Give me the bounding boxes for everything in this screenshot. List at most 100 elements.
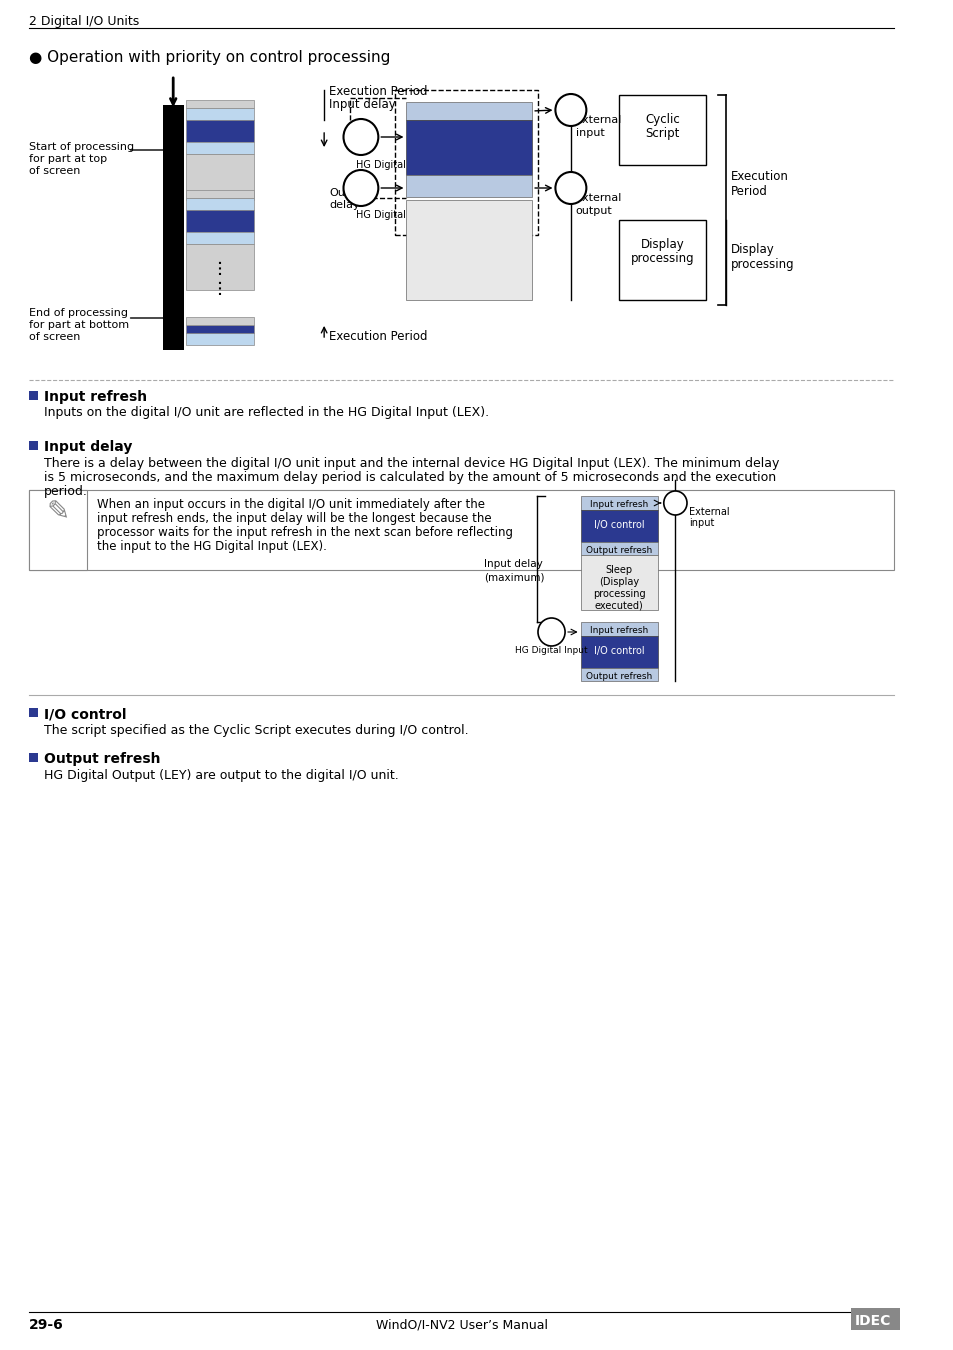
Text: When an input occurs in the digital I/O unit immediately after the: When an input occurs in the digital I/O … bbox=[96, 498, 484, 512]
Text: LEY: LEY bbox=[352, 184, 370, 194]
Text: Input refresh: Input refresh bbox=[590, 626, 648, 634]
Bar bbox=[406, 120, 532, 176]
Text: processing: processing bbox=[730, 258, 793, 271]
Bar bbox=[186, 333, 253, 346]
Text: Execution Period: Execution Period bbox=[329, 85, 427, 99]
Text: Output refresh: Output refresh bbox=[44, 752, 160, 765]
Text: There is a delay between the digital I/O unit input and the internal device HG D: There is a delay between the digital I/O… bbox=[44, 458, 778, 470]
Bar bbox=[186, 120, 253, 142]
Bar bbox=[580, 541, 658, 555]
Bar bbox=[186, 325, 253, 333]
Text: Inputs on the digital I/O unit are reflected in the HG Digital Input (LEX).: Inputs on the digital I/O unit are refle… bbox=[44, 406, 488, 418]
Text: processing: processing bbox=[593, 589, 645, 599]
Circle shape bbox=[555, 95, 586, 126]
Text: Script: Script bbox=[645, 127, 679, 140]
Bar bbox=[186, 190, 253, 198]
Text: HG Digital Output (LEY) are output to the digital I/O unit.: HG Digital Output (LEY) are output to th… bbox=[44, 769, 397, 782]
Bar bbox=[186, 198, 253, 211]
Text: executed): executed) bbox=[595, 601, 643, 612]
Circle shape bbox=[343, 119, 378, 155]
Bar bbox=[406, 176, 532, 197]
Text: for part at bottom: for part at bottom bbox=[29, 320, 129, 329]
Text: Execution: Execution bbox=[730, 170, 787, 184]
Text: IDEC: IDEC bbox=[854, 1314, 890, 1328]
Bar bbox=[29, 707, 38, 717]
Bar bbox=[406, 103, 532, 120]
Circle shape bbox=[663, 491, 686, 514]
Text: External: External bbox=[575, 115, 621, 126]
Bar bbox=[186, 232, 253, 244]
Text: of screen: of screen bbox=[29, 166, 80, 176]
Bar bbox=[618, 220, 705, 300]
Text: processor waits for the input refresh in the next scan before reflecting: processor waits for the input refresh in… bbox=[96, 526, 512, 539]
Text: I/O control: I/O control bbox=[594, 520, 644, 531]
Text: Input delay: Input delay bbox=[483, 559, 542, 568]
Text: Start of processing: Start of processing bbox=[29, 142, 134, 153]
Text: delay: delay bbox=[329, 200, 359, 211]
Bar bbox=[29, 490, 87, 570]
Bar bbox=[186, 154, 253, 200]
Bar bbox=[162, 105, 184, 350]
Bar bbox=[186, 100, 253, 108]
Text: Input refresh: Input refresh bbox=[436, 107, 502, 117]
Text: Input refresh: Input refresh bbox=[44, 390, 147, 404]
Bar bbox=[186, 108, 253, 120]
Text: Display: Display bbox=[640, 238, 684, 251]
Text: processing: processing bbox=[438, 256, 498, 266]
Text: LEX: LEX bbox=[542, 628, 559, 637]
Text: Cyclic: Cyclic bbox=[645, 113, 679, 126]
Text: for part at top: for part at top bbox=[29, 154, 107, 163]
Text: Input delay: Input delay bbox=[329, 99, 395, 111]
Text: Output refresh: Output refresh bbox=[585, 545, 652, 555]
Bar bbox=[580, 622, 658, 636]
Text: LEX: LEX bbox=[351, 134, 370, 143]
Text: External: External bbox=[688, 508, 729, 517]
Bar bbox=[29, 392, 38, 400]
Text: (Display: (Display bbox=[446, 242, 492, 252]
Bar bbox=[395, 90, 537, 235]
Text: executed): executed) bbox=[441, 270, 497, 279]
Bar bbox=[29, 490, 893, 570]
Bar bbox=[186, 142, 253, 154]
Text: Execution Period: Execution Period bbox=[329, 329, 427, 343]
Text: output: output bbox=[575, 207, 612, 216]
Text: I/O control: I/O control bbox=[594, 647, 644, 656]
Text: Input refresh: Input refresh bbox=[590, 500, 648, 509]
Text: Period: Period bbox=[730, 185, 766, 198]
Text: processing: processing bbox=[630, 252, 694, 265]
Bar bbox=[406, 200, 532, 300]
Text: input refresh ends, the input delay will be the longest because the: input refresh ends, the input delay will… bbox=[96, 512, 491, 525]
Text: Sleep: Sleep bbox=[454, 228, 484, 238]
Bar bbox=[618, 95, 705, 165]
Bar bbox=[580, 495, 658, 510]
Bar bbox=[580, 510, 658, 541]
Bar bbox=[851, 1308, 899, 1330]
Text: I/O control: I/O control bbox=[44, 707, 126, 721]
Circle shape bbox=[343, 170, 378, 207]
Text: of screen: of screen bbox=[29, 332, 80, 342]
Text: End of processing: End of processing bbox=[29, 308, 128, 319]
Bar bbox=[29, 441, 38, 450]
Bar bbox=[186, 317, 253, 325]
Text: Output: Output bbox=[329, 188, 367, 198]
Text: input: input bbox=[575, 128, 604, 138]
Text: period.: period. bbox=[44, 485, 88, 498]
Text: the input to the HG Digital Input (LEX).: the input to the HG Digital Input (LEX). bbox=[96, 540, 326, 553]
Text: I/O control: I/O control bbox=[438, 140, 499, 153]
Text: (maximum): (maximum) bbox=[483, 572, 544, 583]
Text: X: X bbox=[671, 500, 678, 509]
Text: (Display: (Display bbox=[598, 576, 639, 587]
Text: ● Operation with priority on control processing: ● Operation with priority on control pro… bbox=[29, 50, 390, 65]
Bar bbox=[29, 753, 38, 761]
Text: input: input bbox=[688, 518, 714, 528]
Text: is 5 microseconds, and the maximum delay period is calculated by the amount of 5: is 5 microseconds, and the maximum delay… bbox=[44, 471, 775, 485]
Bar bbox=[580, 636, 658, 668]
Text: HG Digital Output: HG Digital Output bbox=[355, 211, 443, 220]
Circle shape bbox=[537, 618, 564, 647]
Bar bbox=[186, 211, 253, 232]
Text: Output refresh: Output refresh bbox=[431, 182, 507, 192]
Text: HG Digital Input: HG Digital Input bbox=[355, 161, 435, 170]
Text: Sleep: Sleep bbox=[605, 566, 632, 575]
Text: Display: Display bbox=[730, 243, 774, 256]
Circle shape bbox=[555, 171, 586, 204]
